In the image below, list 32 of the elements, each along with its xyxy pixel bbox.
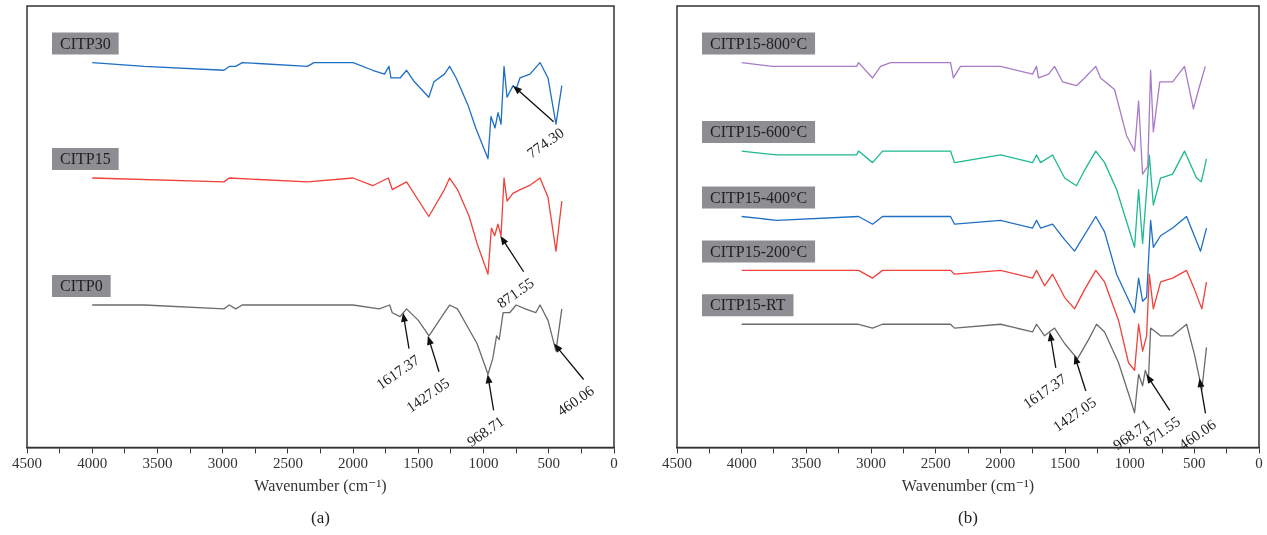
x-tick-label: 0 <box>610 455 618 472</box>
series-label: CITP15-600°C <box>710 123 808 141</box>
x-axis-title: Wavenumber (cm⁻¹) <box>254 477 387 496</box>
x-tick-label: 500 <box>537 455 561 472</box>
series-label: CITP15-200°C <box>710 242 808 260</box>
x-tick-label: 2000 <box>985 455 1016 472</box>
x-tick-label: 3000 <box>207 455 238 472</box>
series-label: CITP15 <box>60 150 111 168</box>
x-axis-title: Wavenumber (cm⁻¹) <box>901 477 1035 496</box>
series-label: CITP0 <box>60 277 103 295</box>
text: (a) <box>311 508 330 528</box>
text: (b) <box>958 508 978 528</box>
series-label: CITP30 <box>60 34 111 52</box>
x-tick-label: 4000 <box>77 455 108 472</box>
x-tick-label: 3500 <box>791 455 822 472</box>
series-label: CITP15-400°C <box>710 188 808 206</box>
x-tick-label: 2500 <box>920 455 951 472</box>
x-tick-label: 500 <box>1183 455 1206 472</box>
x-tick-label: 2500 <box>272 455 303 472</box>
x-tick-label: 1000 <box>468 455 499 472</box>
x-tick-label: 1500 <box>1050 455 1080 472</box>
x-tick-label: 2000 <box>338 455 369 472</box>
x-tick-label: 3000 <box>856 455 886 472</box>
x-tick-label: 0 <box>1255 455 1263 472</box>
x-tick-label: 3500 <box>142 455 173 472</box>
x-tick-label: 4000 <box>726 455 757 472</box>
x-tick-label: 4500 <box>662 455 692 472</box>
series-label: CITP15-800°C <box>710 34 808 52</box>
x-tick-label: 1000 <box>1114 455 1145 472</box>
series-label: CITP15-RT <box>710 296 786 314</box>
x-tick-label: 4500 <box>12 455 42 472</box>
x-tick-label: 1500 <box>403 455 434 472</box>
